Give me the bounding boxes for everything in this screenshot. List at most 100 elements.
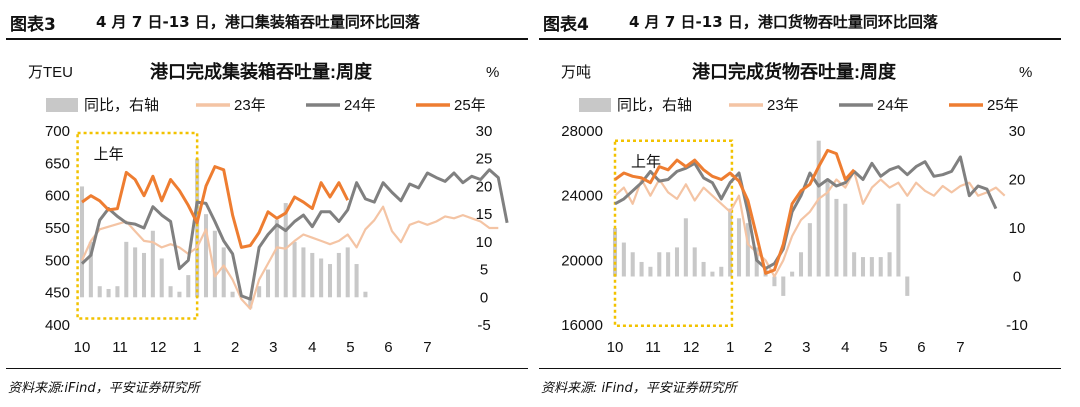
yoy-bar [772, 276, 777, 287]
yoy-bar [124, 241, 129, 298]
yoy-bar [363, 291, 368, 298]
yoy-bar [115, 286, 120, 298]
figure-title: 4 月 7 日-13 日，港口集装箱吞吐量同环比回落 [96, 13, 420, 31]
yoy-bar [327, 264, 333, 298]
yoy-bar [168, 286, 173, 298]
yoy-bar [159, 258, 164, 298]
yoy-bar [621, 242, 626, 277]
right-tick-label: 0 [1013, 269, 1021, 286]
x-tick-label: 3 [802, 339, 810, 356]
highlight-box-label: 上年 [94, 146, 124, 163]
left-tick-label: 550 [45, 220, 70, 237]
right-tick-label: -5 [477, 317, 490, 334]
yoy-bar [648, 266, 653, 277]
yoy-bar [798, 252, 804, 277]
x-tick-label: 11 [645, 339, 661, 356]
x-tick-label: 2 [231, 339, 239, 356]
yoy-bar [257, 286, 262, 298]
legend-swatch-bars [579, 98, 611, 112]
yoy-bar [657, 252, 662, 277]
left-tick-label: 20000 [561, 252, 603, 269]
x-tick-label: 6 [917, 339, 925, 356]
yoy-bar [728, 208, 733, 277]
yoy-bar [825, 179, 830, 277]
figure-label: 图表3 [10, 15, 56, 35]
yoy-bar [692, 247, 697, 277]
left-tick-label: 28000 [561, 123, 603, 140]
yoy-bar [630, 252, 635, 277]
right-tick-label: 15 [476, 206, 493, 223]
footer-rule [6, 368, 528, 369]
yoy-bar [745, 223, 750, 277]
source-note: 资料来源: iFind，平安证券研究所 [541, 381, 737, 396]
x-tick-label: 4 [308, 339, 316, 356]
figure-4-panel: 图表4 4 月 7 日-13 日，港口货物吞吐量同环比回落 港口完成货物吞吐量:… [539, 0, 1061, 407]
yoy-bar [860, 257, 866, 277]
cargo-throughput-chart: 港口完成货物吞吐量:周度 万吨 % 同比，右轴 23年 24年 25年 16000 20000 2… [561, 61, 1032, 356]
legend-label-24年: 24年 [344, 97, 376, 114]
x-tick-label: 5 [879, 339, 887, 356]
yoy-bar [852, 252, 857, 277]
yoy-bar [310, 252, 315, 298]
series-line-25年 [614, 148, 856, 275]
yoy-bar [736, 218, 742, 277]
legend-label-bars: 同比，右轴 [84, 97, 159, 114]
yoy-bar [345, 247, 350, 298]
yoy-bar [177, 291, 182, 298]
yoy-bar [133, 247, 138, 298]
x-tick-label: 7 [956, 339, 964, 356]
figure-header: 图表4 4 月 7 日-13 日，港口货物吞吐量同环比回落 [539, 10, 1061, 35]
x-tick-label: 4 [841, 339, 849, 356]
highlight-box-label: 上年 [631, 154, 661, 171]
left-axis-unit: 万吨 [561, 64, 591, 81]
yoy-bar [843, 203, 848, 277]
yoy-bar [221, 247, 226, 298]
left-tick-label: 600 [45, 188, 70, 205]
yoy-bar [292, 241, 297, 298]
right-tick-label: 0 [480, 289, 488, 306]
yoy-bar [816, 140, 821, 277]
yoy-bar [790, 271, 795, 277]
yoy-bar [141, 252, 147, 298]
left-axis-unit: 万TEU [28, 64, 73, 81]
yoy-bar [869, 257, 874, 277]
left-tick-label: 24000 [561, 188, 603, 205]
x-tick-label: 7 [423, 339, 431, 356]
x-tick-label: 10 [607, 339, 624, 356]
right-axis-unit: % [1019, 64, 1032, 81]
yoy-bar [666, 252, 671, 277]
legend-label-bars: 同比，右轴 [617, 97, 692, 114]
yoy-bar [683, 218, 688, 277]
chart-title: 港口完成货物吞吐量:周度 [692, 61, 897, 82]
yoy-bar [701, 261, 706, 277]
footer-rule [539, 368, 1061, 369]
yoy-bar [878, 257, 883, 277]
yoy-bar [88, 241, 93, 298]
right-tick-label: 30 [476, 123, 493, 140]
yoy-bar [719, 266, 724, 277]
series-line-24年 [80, 168, 509, 301]
x-tick-label: 10 [74, 339, 91, 356]
yoy-bar [710, 271, 715, 277]
right-axis-unit: % [486, 64, 499, 81]
yoy-bar [97, 286, 102, 298]
yoy-bar [248, 297, 253, 309]
x-tick-label: 3 [269, 339, 277, 356]
header-rule [539, 38, 1061, 40]
series-line-23年 [81, 205, 499, 310]
x-tick-label: 12 [150, 339, 167, 356]
legend-swatch-bars [46, 98, 78, 112]
right-tick-label: 10 [1009, 220, 1026, 237]
yoy-bar [150, 230, 155, 298]
yoy-bar [79, 186, 85, 298]
yoy-bar [807, 223, 812, 277]
legend-label-23年: 23年 [234, 97, 266, 114]
x-tick-label: 1 [193, 339, 201, 356]
series-line-24年 [614, 155, 998, 270]
left-tick-label: 400 [45, 317, 70, 334]
highlight-box [76, 131, 199, 320]
right-tick-label: 25 [476, 151, 493, 168]
right-tick-label: 10 [476, 234, 493, 251]
yoy-bar [212, 230, 217, 298]
